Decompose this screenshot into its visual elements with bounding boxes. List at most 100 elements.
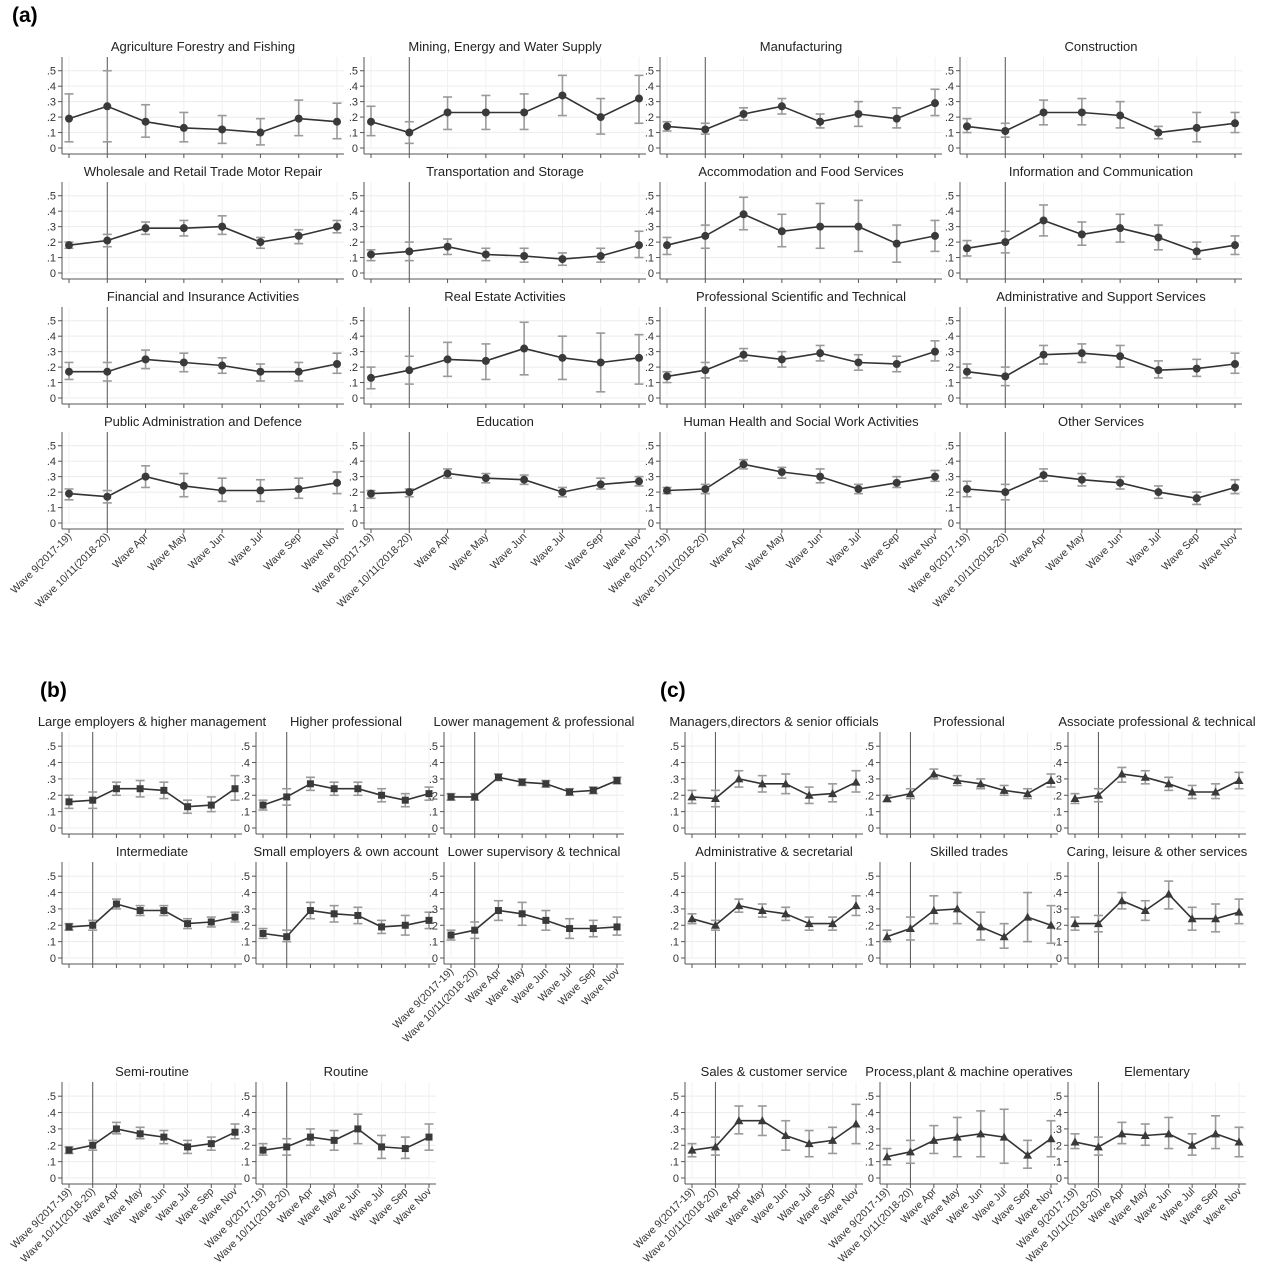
data-point <box>1164 889 1174 898</box>
data-point <box>401 1145 409 1153</box>
data-point <box>1001 238 1010 247</box>
y-tick-label: .5 <box>47 741 56 753</box>
panel-label-a: (a) <box>12 4 38 27</box>
y-tick-label: .5 <box>47 441 56 453</box>
data-point <box>976 1129 986 1138</box>
y-tick-label: .2 <box>865 920 874 932</box>
y-tick-label: .2 <box>645 112 654 124</box>
y-tick-label: .3 <box>670 774 679 786</box>
y-tick-label: .2 <box>241 920 250 932</box>
data-point <box>179 123 188 132</box>
data-point <box>804 1139 814 1148</box>
y-tick-label: .5 <box>47 191 56 203</box>
subplot-title: Managers,directors & senior officials <box>669 714 879 729</box>
data-point <box>892 478 901 487</box>
panel-label-c: (c) <box>660 679 686 702</box>
data-point <box>401 921 409 929</box>
data-point <box>931 99 939 108</box>
x-tick-label: Wave 10/11(2018-20) <box>631 531 710 610</box>
series-line <box>966 352 1236 378</box>
data-point <box>1117 1129 1127 1138</box>
data-point <box>481 250 490 259</box>
data-point <box>330 910 338 918</box>
y-tick-label: 0 <box>948 143 954 155</box>
y-tick-label: 0 <box>352 143 358 155</box>
y-tick-label: .5 <box>865 741 874 753</box>
series-line <box>69 358 338 373</box>
data-point <box>781 1130 791 1139</box>
subplot: .5 .4 .3 .2 .1 0 Agriculture Forestry and Fish… <box>47 39 344 158</box>
data-point <box>259 801 267 809</box>
series-line <box>262 909 430 938</box>
subplot-title: Accommodation and Food Services <box>698 164 904 179</box>
data-point <box>816 472 825 481</box>
y-tick-label: .1 <box>47 128 56 140</box>
subplot-title: Professional Scientific and Technical <box>696 289 906 304</box>
y-tick-label: .1 <box>47 937 56 949</box>
data-point <box>1023 789 1033 798</box>
y-tick-label: .3 <box>865 774 874 786</box>
series-line <box>68 225 338 246</box>
y-tick-label: .2 <box>47 487 56 499</box>
data-point <box>1154 128 1163 137</box>
data-point <box>596 113 605 122</box>
data-point <box>1231 483 1239 492</box>
data-point <box>1023 1150 1033 1159</box>
x-tick-label: Wave Jul <box>227 531 266 570</box>
series-line <box>666 350 936 378</box>
data-point <box>1001 127 1010 135</box>
data-point <box>481 474 490 483</box>
series-line <box>262 782 430 806</box>
data-point <box>892 239 901 248</box>
subplot-title: Semi-routine <box>115 1064 189 1079</box>
y-tick-label: .3 <box>47 904 56 916</box>
data-point <box>1192 494 1201 503</box>
series-line <box>691 778 857 800</box>
data-point <box>207 918 215 926</box>
subplot: .5 .4 .3 .2 .1 0 Human Health and Social Work … <box>607 414 942 610</box>
subplot-title: Process,plant & machine operatives <box>865 1064 1073 1079</box>
data-point <box>952 1132 962 1141</box>
data-point <box>929 769 939 778</box>
series-line <box>370 94 640 134</box>
y-tick-label: .2 <box>47 237 56 249</box>
y-tick-label: 0 <box>50 953 56 965</box>
y-tick-label: .2 <box>865 790 874 802</box>
y-tick-label: .5 <box>349 441 358 453</box>
series-line <box>966 111 1236 134</box>
data-point <box>1234 776 1244 785</box>
data-point <box>687 914 697 923</box>
y-tick-label: 0 <box>50 518 56 530</box>
data-point <box>1154 233 1163 242</box>
y-tick-label: .4 <box>349 81 358 93</box>
y-tick-label: .4 <box>241 1108 250 1120</box>
series-line <box>966 474 1236 500</box>
data-point <box>218 361 227 370</box>
series-line <box>886 773 1052 800</box>
data-point <box>777 227 786 236</box>
data-point <box>1140 906 1150 915</box>
y-tick-label: 0 <box>648 393 654 405</box>
data-point <box>1187 914 1197 923</box>
y-tick-label: .1 <box>47 503 56 515</box>
y-tick-label: .2 <box>349 112 358 124</box>
data-point <box>354 785 362 793</box>
y-tick-label: .1 <box>241 1157 250 1169</box>
data-point <box>401 796 409 804</box>
data-point <box>1140 772 1150 781</box>
y-tick-label: .4 <box>47 758 56 770</box>
data-point <box>1211 914 1221 923</box>
data-point <box>306 780 314 788</box>
data-point <box>65 798 73 806</box>
y-tick-label: .3 <box>645 222 654 234</box>
y-tick-label: 0 <box>352 268 358 280</box>
data-point <box>65 923 73 931</box>
data-point <box>687 1145 697 1154</box>
data-point <box>663 241 671 250</box>
subplot: .5 .4 .3 .2 .1 0 Information and Communication <box>945 164 1242 283</box>
subplot: .5 .4 .3 .2 .1 0 Higher professional <box>241 714 436 838</box>
subplot-title: Administrative and Support Services <box>996 289 1206 304</box>
